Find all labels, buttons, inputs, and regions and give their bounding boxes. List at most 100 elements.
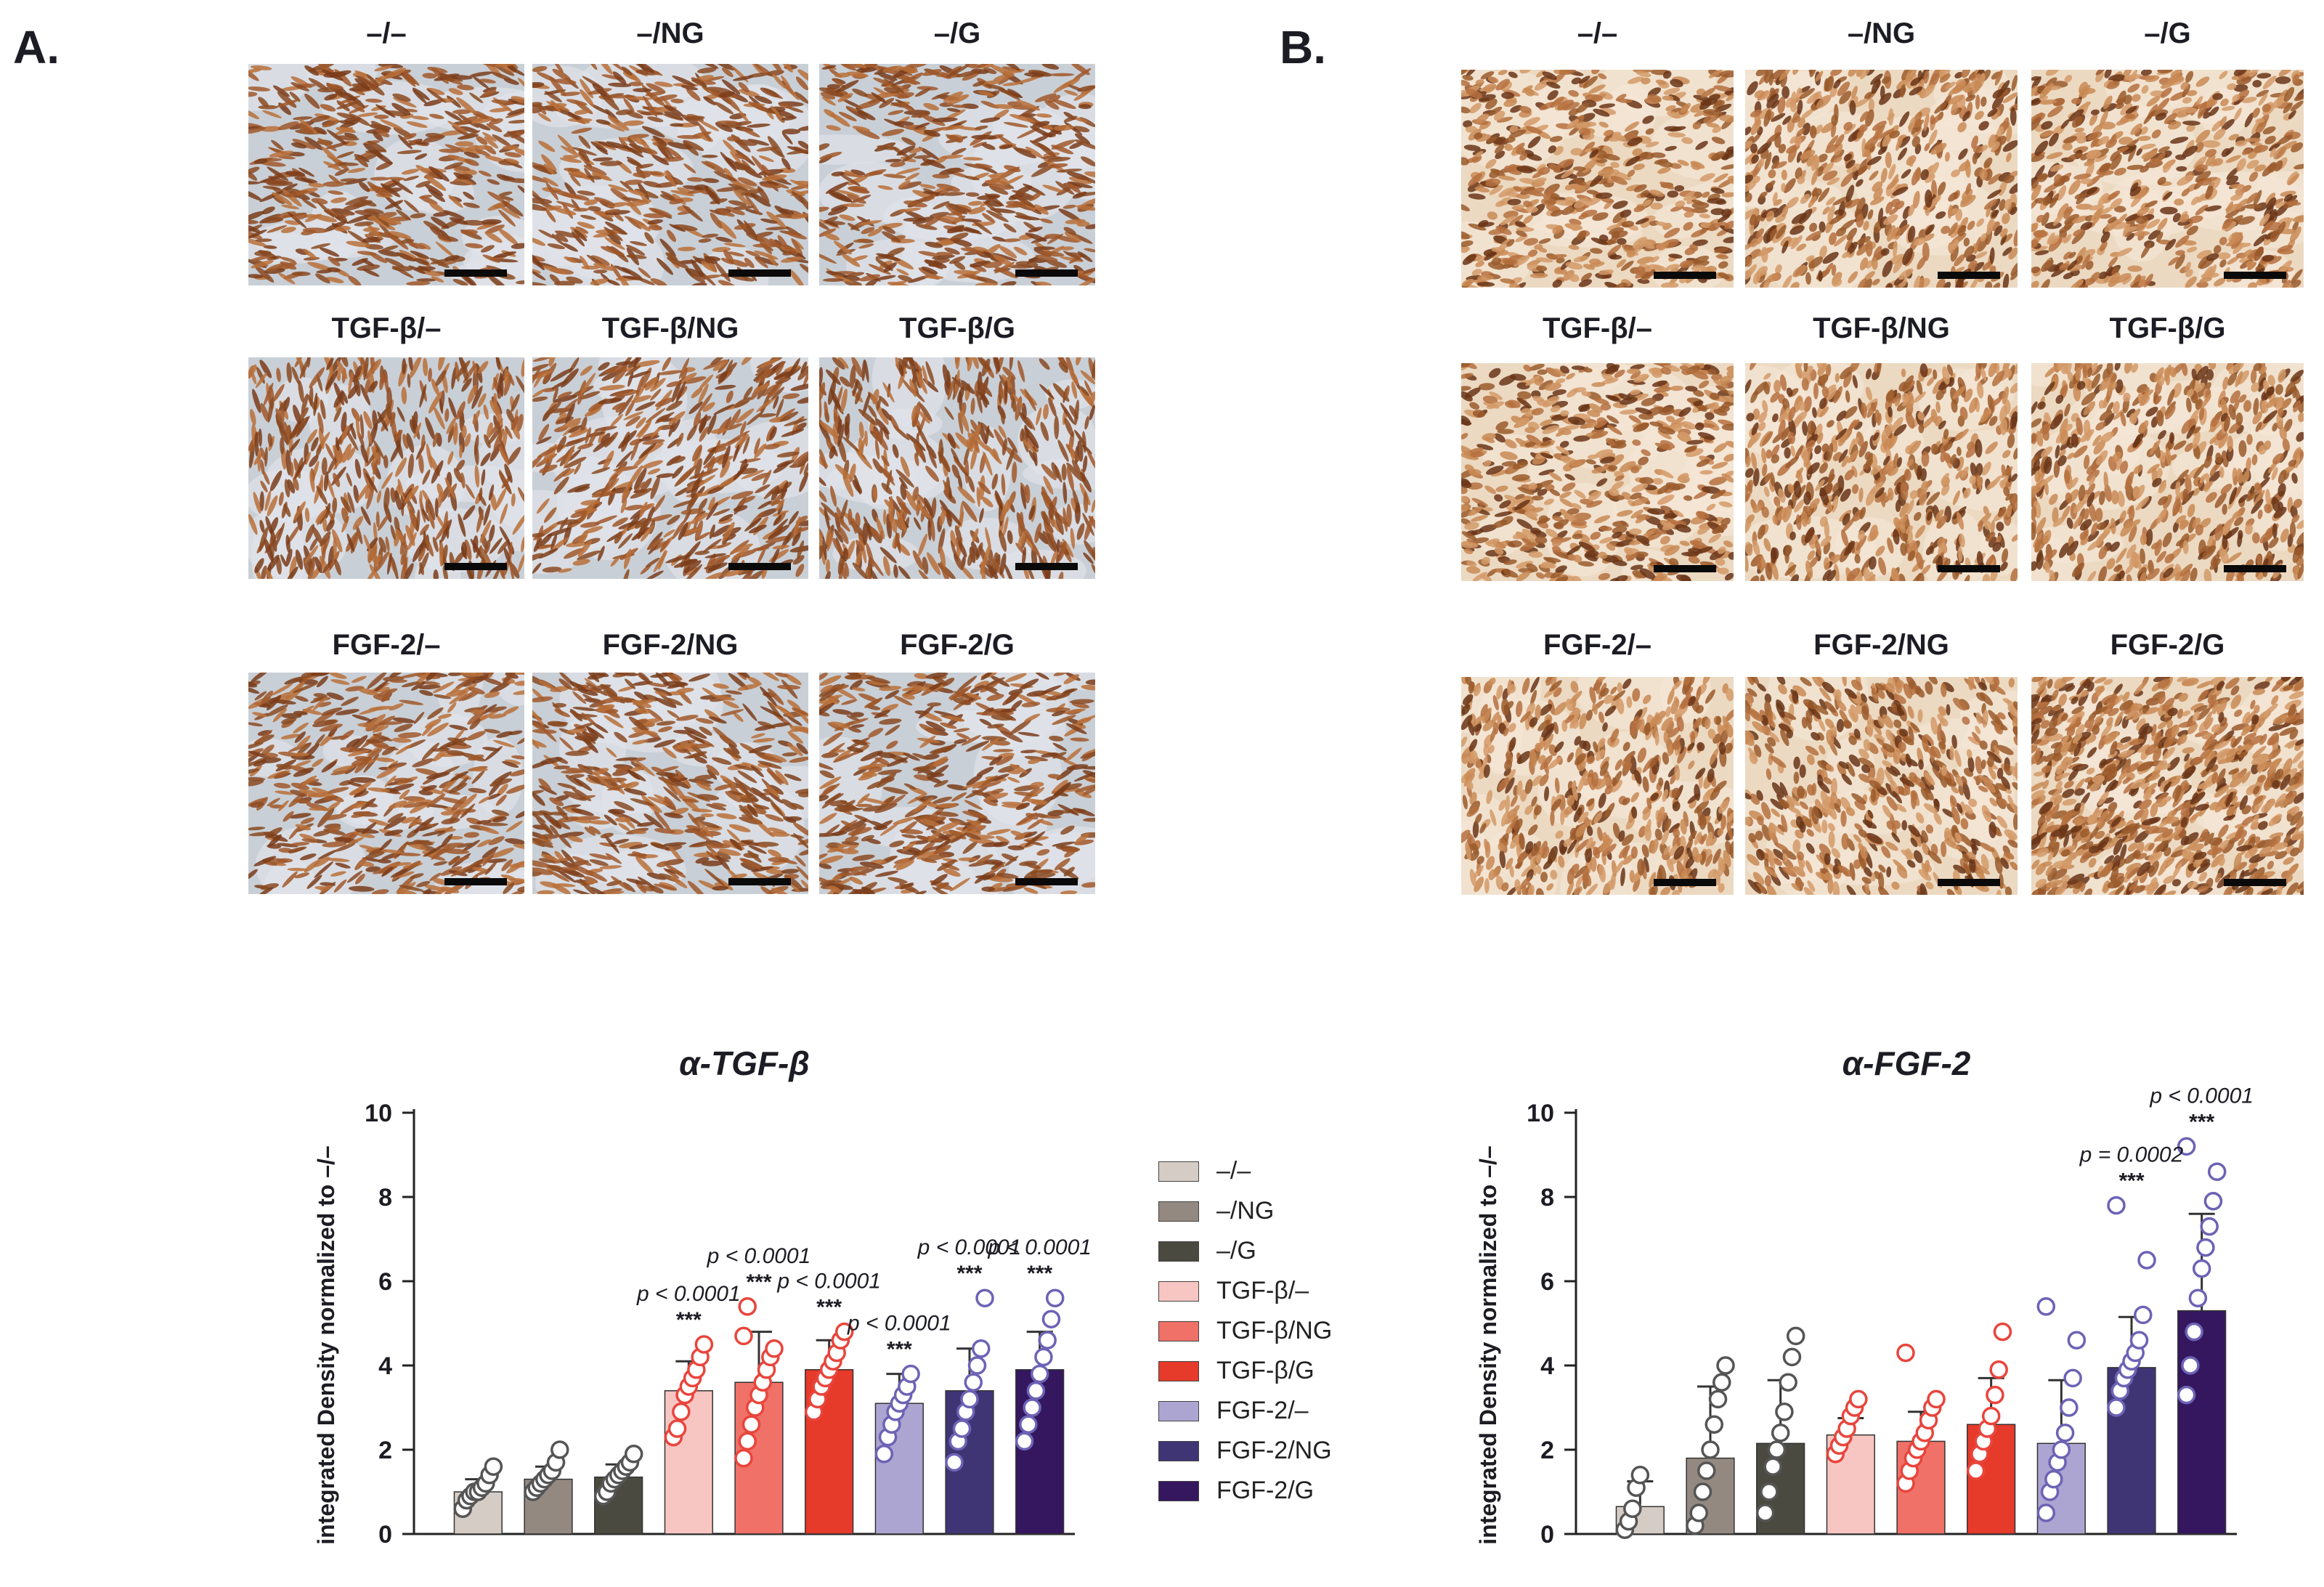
data-point <box>1994 1324 2010 1340</box>
y-tick-label: 4 <box>1540 1352 1554 1380</box>
scale-bar <box>1938 565 2000 572</box>
data-point <box>2139 1252 2155 1268</box>
data-point <box>766 1341 782 1357</box>
data-point <box>970 1357 986 1373</box>
data-point <box>1625 1501 1641 1517</box>
y-tick-label: 6 <box>1540 1268 1554 1296</box>
y-tick-label: 8 <box>378 1184 392 1211</box>
micrograph-a-2-0 <box>248 673 524 894</box>
micrograph-b-0-1 <box>1745 70 2018 288</box>
y-tick-label: 10 <box>365 1100 392 1127</box>
p-value-label: p < 0.0001 <box>776 1270 881 1294</box>
data-point <box>1780 1374 1796 1390</box>
data-point <box>1850 1391 1866 1407</box>
micrograph-a-1-1 <box>532 357 808 579</box>
micrograph-label: TGF-β/– <box>1460 312 1736 345</box>
data-point <box>977 1290 993 1306</box>
p-value-label: p < 0.0001 <box>636 1282 741 1306</box>
p-value-label: p < 0.0001 <box>987 1235 1092 1259</box>
micrograph-label: TGF-β/NG <box>532 312 808 345</box>
micrograph-b-1-0 <box>1461 363 1734 581</box>
micrograph-b-1-1 <box>1745 363 2018 581</box>
scale-bar <box>2224 565 2286 572</box>
data-point <box>2135 1307 2151 1323</box>
panel-label-a: A. <box>13 20 60 74</box>
data-point <box>2198 1240 2214 1256</box>
micrograph-label: FGF-2/G <box>819 629 1095 662</box>
data-point <box>2205 1193 2221 1209</box>
data-point <box>739 1433 755 1449</box>
data-point <box>2179 1387 2195 1403</box>
chart-fgf-2: α-FGF-2 integrated Density normalized to … <box>1438 1017 2266 1583</box>
significance-stars: *** <box>2189 1110 2214 1134</box>
legend-swatch <box>1158 1481 1199 1501</box>
micrograph-b-0-2 <box>2031 70 2304 288</box>
chart-title: α-FGF-2 <box>1842 1044 1971 1082</box>
data-point <box>1032 1366 1048 1382</box>
data-point <box>1020 1416 1036 1432</box>
data-point <box>736 1328 752 1344</box>
data-point <box>673 1404 689 1420</box>
legend-swatch <box>1158 1281 1199 1302</box>
significance-stars: *** <box>676 1308 702 1332</box>
data-point <box>1784 1349 1800 1365</box>
micrograph-b-1-2 <box>2031 363 2304 581</box>
data-point <box>2201 1219 2217 1235</box>
legend-swatch <box>1158 1401 1199 1421</box>
significance-stars: *** <box>2118 1169 2144 1193</box>
micrograph-a-0-2 <box>819 64 1095 285</box>
scale-bar <box>1654 272 1716 279</box>
micrograph-label: –/G <box>819 17 1095 50</box>
y-axis-label: integrated Density normalized to –/– <box>1475 1145 1501 1544</box>
data-point <box>2108 1400 2124 1416</box>
significance-stars: *** <box>816 1296 842 1320</box>
micrograph-label: FGF-2/NG <box>532 629 808 662</box>
data-point <box>1768 1442 1784 1458</box>
legend-label: –/– <box>1216 1157 1251 1185</box>
p-value-label: p = 0.0002 <box>2079 1143 2184 1167</box>
data-point <box>973 1341 989 1357</box>
scale-bar <box>1654 565 1716 572</box>
micrograph-label: TGF-β/– <box>248 312 524 345</box>
data-point <box>1632 1467 1648 1483</box>
micrograph-a-2-1 <box>532 673 808 894</box>
scale-bar <box>728 563 791 570</box>
data-point <box>552 1442 568 1458</box>
data-point <box>1706 1416 1722 1432</box>
data-point <box>626 1446 642 1462</box>
data-point <box>1694 1484 1710 1500</box>
micrograph-label: –/– <box>1460 17 1736 50</box>
scale-bar <box>444 269 507 277</box>
data-point <box>962 1391 978 1407</box>
data-point <box>2038 1299 2054 1315</box>
micrograph-label: –/NG <box>532 17 808 50</box>
data-point <box>1991 1362 2007 1378</box>
scale-bar <box>1015 563 1078 570</box>
scale-bar <box>1015 269 1078 277</box>
y-tick-label: 0 <box>378 1521 392 1549</box>
legend-label: –/G <box>1216 1237 1256 1265</box>
scale-bar <box>2224 272 2286 279</box>
data-point <box>1765 1458 1781 1474</box>
chart-title: α-TGF-β <box>679 1044 810 1082</box>
y-axis-label: integrated Density normalized to –/– <box>313 1145 339 1544</box>
micrograph-b-2-2 <box>2031 677 2304 895</box>
micrograph-label: –/G <box>2030 17 2306 50</box>
scale-bar <box>1015 878 1078 885</box>
data-point <box>876 1446 892 1462</box>
legend-label: FGF-2/NG <box>1216 1437 1332 1465</box>
scale-bar <box>728 878 791 885</box>
data-point <box>2186 1324 2202 1340</box>
data-point <box>1788 1328 1804 1344</box>
bar <box>2178 1311 2226 1534</box>
data-point <box>2061 1400 2077 1416</box>
data-point <box>1710 1391 1726 1407</box>
scale-bar <box>2224 879 2286 886</box>
data-point <box>2053 1442 2069 1458</box>
data-point <box>2132 1332 2148 1348</box>
legend-swatch <box>1158 1321 1199 1342</box>
legend-swatch <box>1158 1161 1199 1182</box>
legend-swatch <box>1158 1201 1199 1222</box>
micrograph-label: –/NG <box>1744 17 2020 50</box>
legend-label: FGF-2/– <box>1216 1397 1309 1425</box>
